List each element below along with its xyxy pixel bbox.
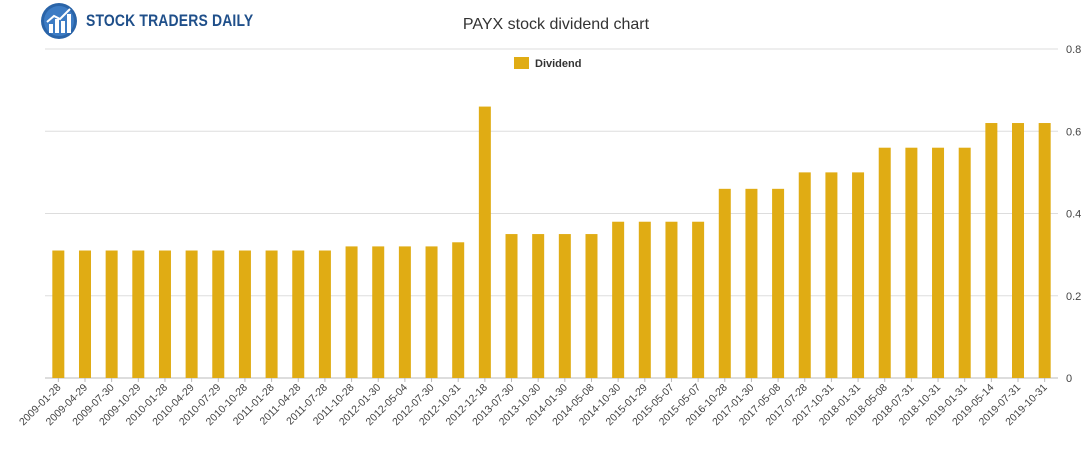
bar[interactable] bbox=[398, 246, 411, 378]
bar[interactable] bbox=[345, 246, 358, 378]
bar[interactable] bbox=[798, 172, 811, 378]
chart-legend[interactable]: Dividend bbox=[514, 57, 581, 70]
bar[interactable] bbox=[158, 250, 171, 378]
chart-bars bbox=[52, 106, 1051, 379]
bar[interactable] bbox=[372, 246, 385, 378]
bar[interactable] bbox=[52, 250, 65, 378]
bar[interactable] bbox=[318, 250, 331, 378]
y-tick-label: 0 bbox=[1066, 373, 1072, 385]
bar[interactable] bbox=[185, 250, 198, 378]
bar[interactable] bbox=[772, 188, 785, 378]
bar[interactable] bbox=[985, 123, 998, 379]
y-tick-label: 0.6 bbox=[1066, 126, 1081, 138]
legend-label: Dividend bbox=[535, 58, 581, 70]
bar[interactable] bbox=[585, 234, 598, 378]
bar[interactable] bbox=[212, 250, 225, 378]
bar[interactable] bbox=[532, 234, 545, 378]
bar[interactable] bbox=[105, 250, 118, 378]
bar[interactable] bbox=[265, 250, 278, 378]
bar[interactable] bbox=[932, 147, 945, 378]
chart-globe-logo-icon bbox=[41, 3, 77, 39]
bar[interactable] bbox=[1012, 123, 1025, 379]
bar[interactable] bbox=[1038, 123, 1051, 379]
bar[interactable] bbox=[692, 221, 705, 378]
bar[interactable] bbox=[718, 188, 731, 378]
y-tick-label: 0.2 bbox=[1066, 291, 1081, 303]
bar[interactable] bbox=[132, 250, 145, 378]
bar[interactable] bbox=[478, 106, 491, 378]
bar[interactable] bbox=[825, 172, 838, 378]
bar[interactable] bbox=[452, 242, 465, 378]
y-axis-ticks: 0 0.2 0.4 0.6 0.8 bbox=[1066, 44, 1081, 385]
bar[interactable] bbox=[238, 250, 251, 378]
bar[interactable] bbox=[905, 147, 918, 378]
legend-swatch bbox=[514, 57, 529, 69]
x-axis-ticks: 2009-01-282009-04-292009-07-302009-10-29… bbox=[17, 378, 1050, 428]
bar[interactable] bbox=[612, 221, 625, 378]
logo-text: STOCK TRADERS DAILY bbox=[86, 11, 254, 30]
chart-title: PAYX stock dividend chart bbox=[463, 16, 650, 33]
bar[interactable] bbox=[558, 234, 571, 378]
bar[interactable] bbox=[505, 234, 518, 378]
bar[interactable] bbox=[78, 250, 91, 378]
bar[interactable] bbox=[665, 221, 678, 378]
brand-logo[interactable]: STOCK TRADERS DAILY bbox=[40, 2, 290, 40]
y-tick-label: 0.4 bbox=[1066, 209, 1081, 221]
bar[interactable] bbox=[638, 221, 651, 378]
bar[interactable] bbox=[745, 188, 758, 378]
bar[interactable] bbox=[852, 172, 865, 378]
bar[interactable] bbox=[958, 147, 971, 378]
bar[interactable] bbox=[878, 147, 891, 378]
y-tick-label: 0.8 bbox=[1066, 44, 1081, 56]
bar[interactable] bbox=[425, 246, 438, 378]
bar[interactable] bbox=[292, 250, 305, 378]
